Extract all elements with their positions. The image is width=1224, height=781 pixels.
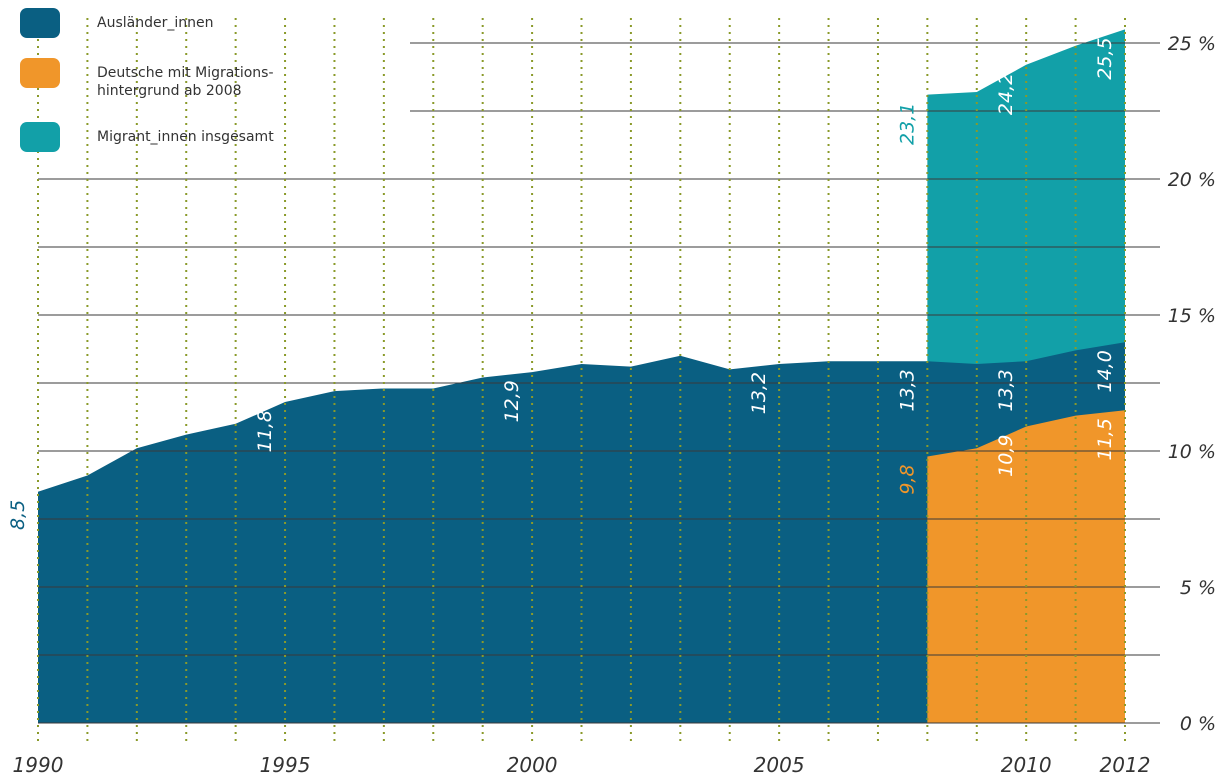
value-label: 23,1 [896,103,918,145]
y-tick-label: 5 % [1180,577,1216,599]
value-label: 24,2 [995,73,1017,115]
x-tick-label: 2010 [1001,753,1052,777]
y-tick-label: 15 % [1168,305,1216,327]
value-label: 13,3 [995,369,1017,411]
x-tick-label: 2005 [754,753,805,777]
legend-item: Deutsche mit Migrations- hintergrund ab … [20,58,274,100]
area [38,342,1125,723]
legend-label: Ausländer_innen [97,15,214,31]
x-tick-label: 2000 [507,753,558,777]
value-label: 11,8 [254,410,276,452]
value-label: 14,0 [1094,350,1116,392]
y-tick-label: 0 % [1180,713,1216,735]
x-tick-label: 1995 [260,753,311,777]
value-label: 8,5 [7,500,29,530]
legend-swatch [20,122,60,152]
value-label: 11,5 [1094,418,1116,460]
y-tick-label: 20 % [1168,169,1216,191]
x-tick-label: 2012 [1100,753,1151,777]
value-label: 25,5 [1094,37,1116,79]
legend-swatch [20,58,60,88]
x-tick-label: 1990 [13,753,64,777]
value-label: 13,3 [896,369,918,411]
value-label: 13,2 [748,372,770,414]
value-label: 12,9 [501,380,523,422]
value-label: 9,8 [896,464,918,494]
y-tick-label: 25 % [1168,33,1216,55]
legend-label: Migrant_innen insgesamt [97,129,274,145]
legend-label: Deutsche mit Migrations- hintergrund ab … [97,65,274,99]
legend-swatch [20,8,60,38]
legend-item: Ausländer_innen [20,8,213,38]
value-label: 10,9 [995,435,1017,477]
y-tick-label: 10 % [1168,441,1216,463]
legend-item: Migrant_innen insgesamt [20,122,274,152]
